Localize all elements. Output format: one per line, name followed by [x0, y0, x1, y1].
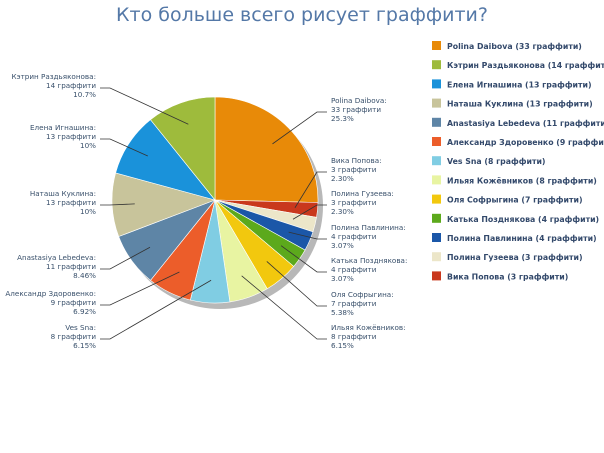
legend-swatch-оля-софрыгина [432, 194, 441, 204]
slice-label-кэтрин-раздьяконова-count: 14 граффити [46, 81, 96, 90]
slice-label-александр-здоровенко-percent: 6.92% [73, 307, 96, 316]
leader-line-ves-sna [100, 279, 212, 340]
slice-label-ves-sna-count: 8 граффити [51, 332, 97, 341]
legend-swatch-ves-sna [432, 156, 441, 166]
legend-swatch-вика-попова [432, 271, 441, 281]
slice-label-полина-гузеева-name: Полина Гузеева: [331, 189, 394, 198]
legend-item-ves-sna: Ves Sna (8 граффити) [447, 157, 546, 166]
slice-label-ильяя-кожёвников-name: Ильяя Кожёвников: [331, 323, 406, 332]
leader-line-александр-здоровенко [100, 271, 180, 306]
leader-line-кэтрин-раздьяконова [100, 87, 189, 125]
legend-swatch-anastasiya-lebedeva [432, 117, 441, 127]
slice-label-наташа-куклина-count: 13 граффити [46, 198, 96, 207]
leader-line-катька-позднякова [280, 245, 327, 273]
slice-label-polina-daibova-percent: 25.3% [331, 114, 354, 123]
slice-label-anastasiya-lebedeva-count: 11 граффити [46, 262, 96, 271]
slice-label-кэтрин-раздьяконова-name: Кэтрин Раздьяконова: [12, 72, 96, 81]
legend-item-наташа-куклина: Наташа Куклина (13 граффити) [447, 100, 593, 109]
leader-line-polina-daibova [272, 111, 327, 145]
slice-label-полина-гузеева-count: 3 граффити [331, 198, 377, 207]
slice-label-вика-попова-count: 3 граффити [331, 165, 377, 174]
slice-label-елена-игнашина-name: Елена Игнашина: [30, 123, 96, 132]
legend-swatch-polina-daibova [432, 41, 441, 50]
slice-label-полина-павлинина-percent: 3.07% [331, 241, 354, 250]
legend-item-елена-игнашина: Елена Игнашина (13 граффити) [447, 80, 592, 89]
leader-line-anastasiya-lebedeva [100, 246, 151, 270]
leader-lines [100, 87, 327, 340]
legend-swatch-катька-позднякова [432, 213, 441, 223]
pie-slice-кэтрин-раздьяконова [150, 96, 216, 201]
slice-label-ильяя-кожёвников-percent: 6.15% [331, 341, 354, 350]
slice-label-александр-здоровенко-count: 9 граффити [51, 298, 97, 307]
legend-item-ильяя-кожёвников: Ильяя Кожёвников (8 граффити) [447, 176, 597, 185]
leader-line-наташа-куклина [100, 203, 135, 206]
legend-swatch-полина-павлинина [432, 233, 441, 242]
legend: Polina Daibova (33 граффити) Кэтрин Раздь… [432, 41, 604, 281]
slice-label-polina-daibova-name: Polina Daibova: [331, 96, 387, 105]
legend-swatch-наташа-куклина [432, 98, 441, 108]
legend-item-кэтрин-раздьяконова: Кэтрин Раздьяконова (14 граффити) [447, 61, 604, 70]
slice-label-оля-софрыгина-count: 7 граффити [331, 299, 377, 308]
leader-line-елена-игнашина [100, 138, 148, 157]
slice-label-катька-позднякова-percent: 3.07% [331, 274, 354, 283]
slice-label-катька-позднякова-count: 4 граффити [331, 265, 377, 274]
slice-label-катька-позднякова-name: Катька Позднякова: [331, 256, 407, 265]
slice-label-полина-гузеева-percent: 2.30% [331, 207, 354, 216]
legend-swatch-ильяя-кожёвников [432, 175, 441, 185]
slice-label-polina-daibova-count: 33 граффити [331, 105, 381, 114]
chart-title: Кто больше всего рисует граффити? [116, 4, 488, 26]
slice-label-оля-софрыгина-name: Оля Софрыгина: [331, 290, 394, 299]
leader-line-ильяя-кожёвников [241, 275, 327, 340]
pie-slices [111, 96, 319, 304]
leader-line-полина-гузеева [292, 204, 327, 220]
slice-label-полина-павлинина-name: Полина Павлинина: [331, 223, 406, 232]
slice-label-александр-здоровенко-name: Александр Здоровенко: [5, 289, 96, 298]
leader-line-вика-попова [294, 171, 327, 208]
legend-item-полина-павлинина: Полина Павлинина (4 граффити) [447, 234, 597, 243]
legend-swatch-александр-здоровенко [432, 137, 441, 146]
legend-item-катька-позднякова: Катька Позднякова (4 граффити) [447, 215, 599, 224]
slice-label-елена-игнашина-percent: 10% [80, 141, 96, 150]
slice-label-вика-попова-percent: 2.30% [331, 174, 354, 183]
legend-swatch-полина-гузеева [432, 252, 441, 262]
slice-label-anastasiya-lebedeva-percent: 8.46% [73, 271, 96, 280]
slice-label-наташа-куклина-percent: 10% [80, 207, 96, 216]
legend-item-вика-попова: Вика Попова (3 граффити) [447, 272, 568, 281]
legend-swatch-елена-игнашина [432, 79, 441, 89]
slice-label-полина-павлинина-count: 4 граффити [331, 232, 377, 241]
slice-label-ильяя-кожёвников-count: 8 граффити [331, 332, 377, 341]
legend-item-александр-здоровенко: Александр Здоровенко (9 граффити) [447, 138, 604, 147]
pie-slice-polina-daibova [214, 96, 319, 203]
slice-label-кэтрин-раздьяконова-percent: 10.7% [73, 90, 96, 99]
slice-label-ves-sna-name: Ves Sna: [65, 323, 96, 332]
legend-item-оля-софрыгина: Оля Софрыгина (7 граффити) [447, 196, 583, 205]
slice-label-елена-игнашина-count: 13 граффити [46, 132, 96, 141]
slice-label-вика-попова-name: Вика Попова: [331, 156, 382, 165]
slice-label-ves-sna-percent: 6.15% [73, 341, 96, 350]
legend-item-polina-daibova: Polina Daibova (33 граффити) [447, 42, 582, 51]
slice-label-оля-софрыгина-percent: 5.38% [331, 308, 354, 317]
slice-label-anastasiya-lebedeva-name: Anastasiya Lebedeva: [17, 253, 96, 262]
legend-item-полина-гузеева: Полина Гузеева (3 граффити) [447, 253, 583, 262]
legend-swatch-кэтрин-раздьяконова [432, 60, 441, 70]
legend-item-anastasiya-lebedeva: Anastasiya Lebedeva (11 граффити) [447, 119, 604, 128]
leader-line-полина-павлинина [288, 231, 327, 240]
leader-line-оля-софрыгина [266, 261, 327, 307]
slice-label-наташа-куклина-name: Наташа Куклина: [30, 189, 96, 198]
